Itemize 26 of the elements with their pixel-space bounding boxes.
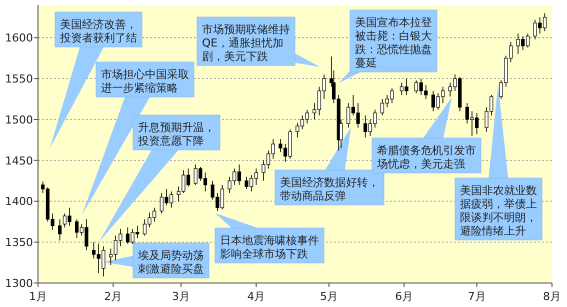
annotation: 日本地震海啸核事件影响全球市场下跌: [220, 234, 319, 260]
y-tick-label: 1400: [5, 195, 33, 208]
x-tick-label: 5月: [320, 290, 338, 303]
annotation: 美国经济数据好转，带动商品反弹: [280, 176, 379, 202]
y-tick-label: 1350: [5, 236, 33, 250]
annotation: 美国经济改善，投资者获利了结: [59, 18, 137, 44]
annotation: 市场预期联储维持QE，通胀担忧加剧，美元下跌: [202, 23, 290, 63]
x-tick-label: 7月: [468, 290, 486, 303]
annotation: 希腊债务危机引发市场忧虑，美元走强: [376, 144, 476, 170]
x-tick-label: 3月: [172, 290, 190, 303]
y-tick-label: 1450: [5, 154, 33, 168]
annotation: 升息预期升温，投资意愿下降: [137, 121, 215, 148]
x-tick-label: 6月: [395, 290, 414, 303]
y-tick-label: 1500: [5, 113, 33, 126]
y-tick-label: 1550: [5, 72, 33, 86]
y-tick-label: 1600: [5, 32, 33, 45]
candlestick: [58, 218, 62, 241]
y-tick-label: 1300: [5, 277, 33, 290]
annotation: 美国宣布本拉登被击毙：白银大跌：恐慌性抛盘蔓延: [355, 16, 432, 70]
annotation: 埃及局势动荡刺激避险买盘: [137, 249, 204, 276]
annotation: 美国非农就业数据疲弱，举债上限谈判不明朗，避险情绪上升: [460, 184, 537, 238]
x-tick-label: 2月: [104, 290, 122, 303]
x-tick-label: 4月: [247, 290, 266, 303]
x-tick-label: 8月: [543, 290, 561, 303]
x-tick-label: 1月: [29, 290, 47, 303]
annotation: 市场担心中国采取进一步紧缩策略: [101, 68, 189, 94]
